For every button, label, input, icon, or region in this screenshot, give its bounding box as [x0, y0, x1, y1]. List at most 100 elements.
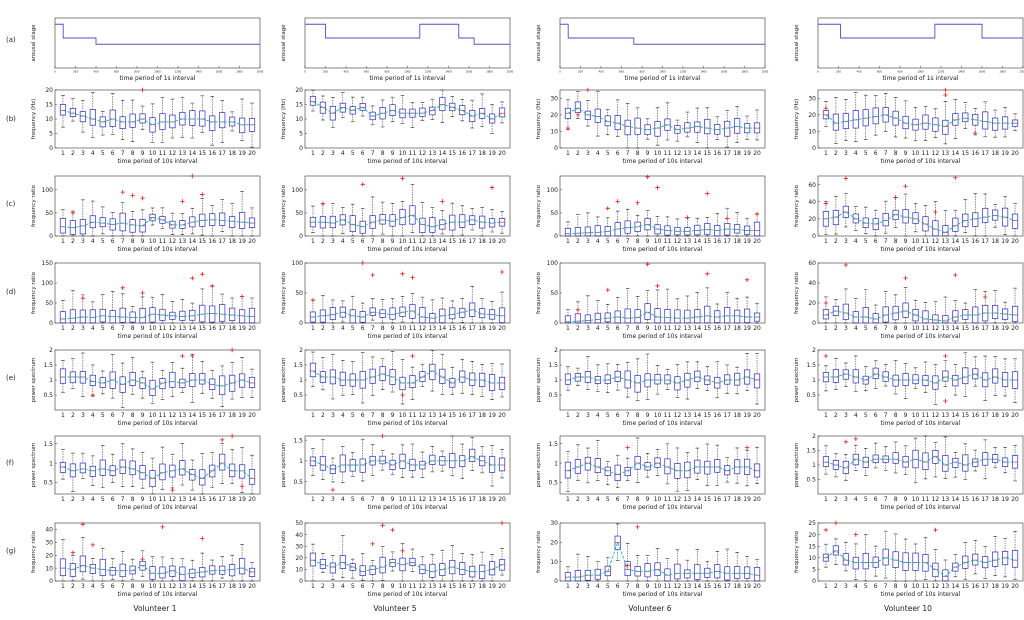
- x-tick-label: 1: [61, 150, 65, 157]
- box: [604, 466, 611, 476]
- box: [239, 309, 246, 324]
- box: [614, 464, 621, 481]
- x-tick-label: 17: [723, 412, 731, 419]
- outlier-marker: [440, 199, 445, 204]
- x-tick-label: 9: [646, 496, 650, 503]
- y-tick-label: 50: [295, 290, 303, 297]
- axes-frame: [304, 17, 511, 69]
- box: [179, 460, 186, 476]
- y-axis-label: frequency ratio: [536, 271, 542, 314]
- x-tick-label: 4: [854, 583, 858, 590]
- axes-frame: [817, 89, 1024, 149]
- box: [922, 114, 929, 130]
- y-tick-label: 50: [45, 300, 53, 307]
- x-tick-label: 6: [111, 583, 115, 590]
- box: [169, 371, 176, 388]
- x-axis-label: time period of 1s interval: [883, 75, 959, 82]
- box: [644, 303, 651, 320]
- box: [89, 215, 96, 229]
- x-tick-label: 13: [942, 325, 950, 332]
- x-tick-label: 7: [626, 412, 630, 419]
- x-tick-label: 20: [753, 150, 761, 157]
- box: [832, 545, 839, 556]
- axes-frame: [54, 175, 261, 237]
- arousal-stage-line: [560, 23, 765, 45]
- axes-frame: [817, 175, 1024, 237]
- y-tick-label: 15: [295, 102, 303, 109]
- row-label-d: (d): [6, 288, 16, 296]
- x-tick-label: 20: [498, 238, 506, 245]
- median-trend-line: [312, 101, 503, 120]
- x-tick-label: 13: [684, 238, 692, 245]
- x-tick-label: 4: [596, 238, 600, 245]
- x-tick-label: 3: [586, 150, 590, 157]
- x-tick-label: 8: [381, 150, 385, 157]
- y-tick-label: 1: [49, 377, 53, 384]
- box: [882, 548, 889, 566]
- row-label-a: (a): [6, 36, 16, 44]
- box: [309, 362, 317, 378]
- x-tick-label: 14: [694, 412, 702, 419]
- x-tick-label: 18: [733, 412, 741, 419]
- x-tick-label: 19: [743, 412, 751, 419]
- x-tick-label: 3: [844, 150, 848, 157]
- x-tick-label: 5: [606, 150, 610, 157]
- outlier-marker: [489, 185, 495, 190]
- x-axis-label: time period of 10s interval: [368, 333, 448, 340]
- box: [309, 456, 317, 467]
- x-tick-label: 8: [381, 496, 385, 503]
- box: [574, 313, 581, 324]
- y-tick-label: 0.5: [548, 480, 558, 487]
- median-trend-line: [825, 211, 1016, 234]
- x-tick-label: 7: [371, 496, 375, 503]
- x-tick-label: 1200: [175, 70, 182, 74]
- box: [664, 308, 671, 324]
- x-tick-label: 15: [703, 238, 711, 245]
- x-tick-label: 17: [723, 325, 731, 332]
- x-tick-label: 20: [498, 496, 506, 503]
- x-tick-label: 8: [894, 325, 898, 332]
- x-tick-label: 4: [341, 496, 345, 503]
- x-tick-label: 5: [351, 150, 355, 157]
- outlier-marker: [380, 523, 385, 528]
- x-tick-label: 1: [824, 412, 828, 419]
- x-tick-label: 13: [942, 412, 950, 419]
- x-tick-label: 1000: [154, 70, 161, 74]
- x-tick-label: 600: [114, 70, 119, 74]
- y-tick-label: 1.5: [43, 362, 53, 369]
- x-tick-label: 18: [228, 496, 236, 503]
- x-tick-label: 7: [884, 496, 888, 503]
- x-tick-label: 12: [932, 325, 940, 332]
- x-tick-label: 12: [169, 150, 177, 157]
- panel-d-2: frequency ratio time period of 10s interv…: [281, 260, 511, 340]
- x-axis-label: time period of 10s interval: [881, 246, 961, 253]
- x-tick-label: 6: [874, 412, 878, 419]
- x-tick-label: 2: [71, 325, 75, 332]
- x-tick-label: 3: [81, 583, 85, 590]
- x-tick-label: 17: [218, 150, 226, 157]
- box: [574, 227, 581, 237]
- panel-a-1: arousal stage time period of 1s interval 0…: [31, 17, 264, 82]
- x-tick-label: 16: [713, 496, 721, 503]
- x-tick-label: 10: [654, 412, 662, 419]
- x-tick-label: 14: [694, 150, 702, 157]
- x-tick-label: 5: [606, 325, 610, 332]
- x-tick-label: 14: [189, 238, 197, 245]
- x-tick-label: 8: [131, 325, 135, 332]
- x-tick-label: 5: [606, 238, 610, 245]
- axes-frame: [817, 435, 1024, 495]
- x-axis-label: time period of 10s interval: [368, 246, 448, 253]
- outlier-marker: [744, 445, 750, 450]
- x-tick-label: 10: [912, 150, 920, 157]
- x-tick-label: 2: [576, 496, 580, 503]
- box: [922, 452, 929, 471]
- median-trend-line: [825, 550, 1016, 577]
- x-tick-label: 11: [159, 496, 167, 503]
- y-tick-label: 0.5: [293, 392, 303, 399]
- box: [574, 373, 581, 382]
- arousal-stage-line: [55, 23, 260, 45]
- x-tick-label: 3: [81, 150, 85, 157]
- box: [644, 563, 651, 578]
- x-tick-label: 14: [189, 496, 197, 503]
- box: [942, 315, 949, 324]
